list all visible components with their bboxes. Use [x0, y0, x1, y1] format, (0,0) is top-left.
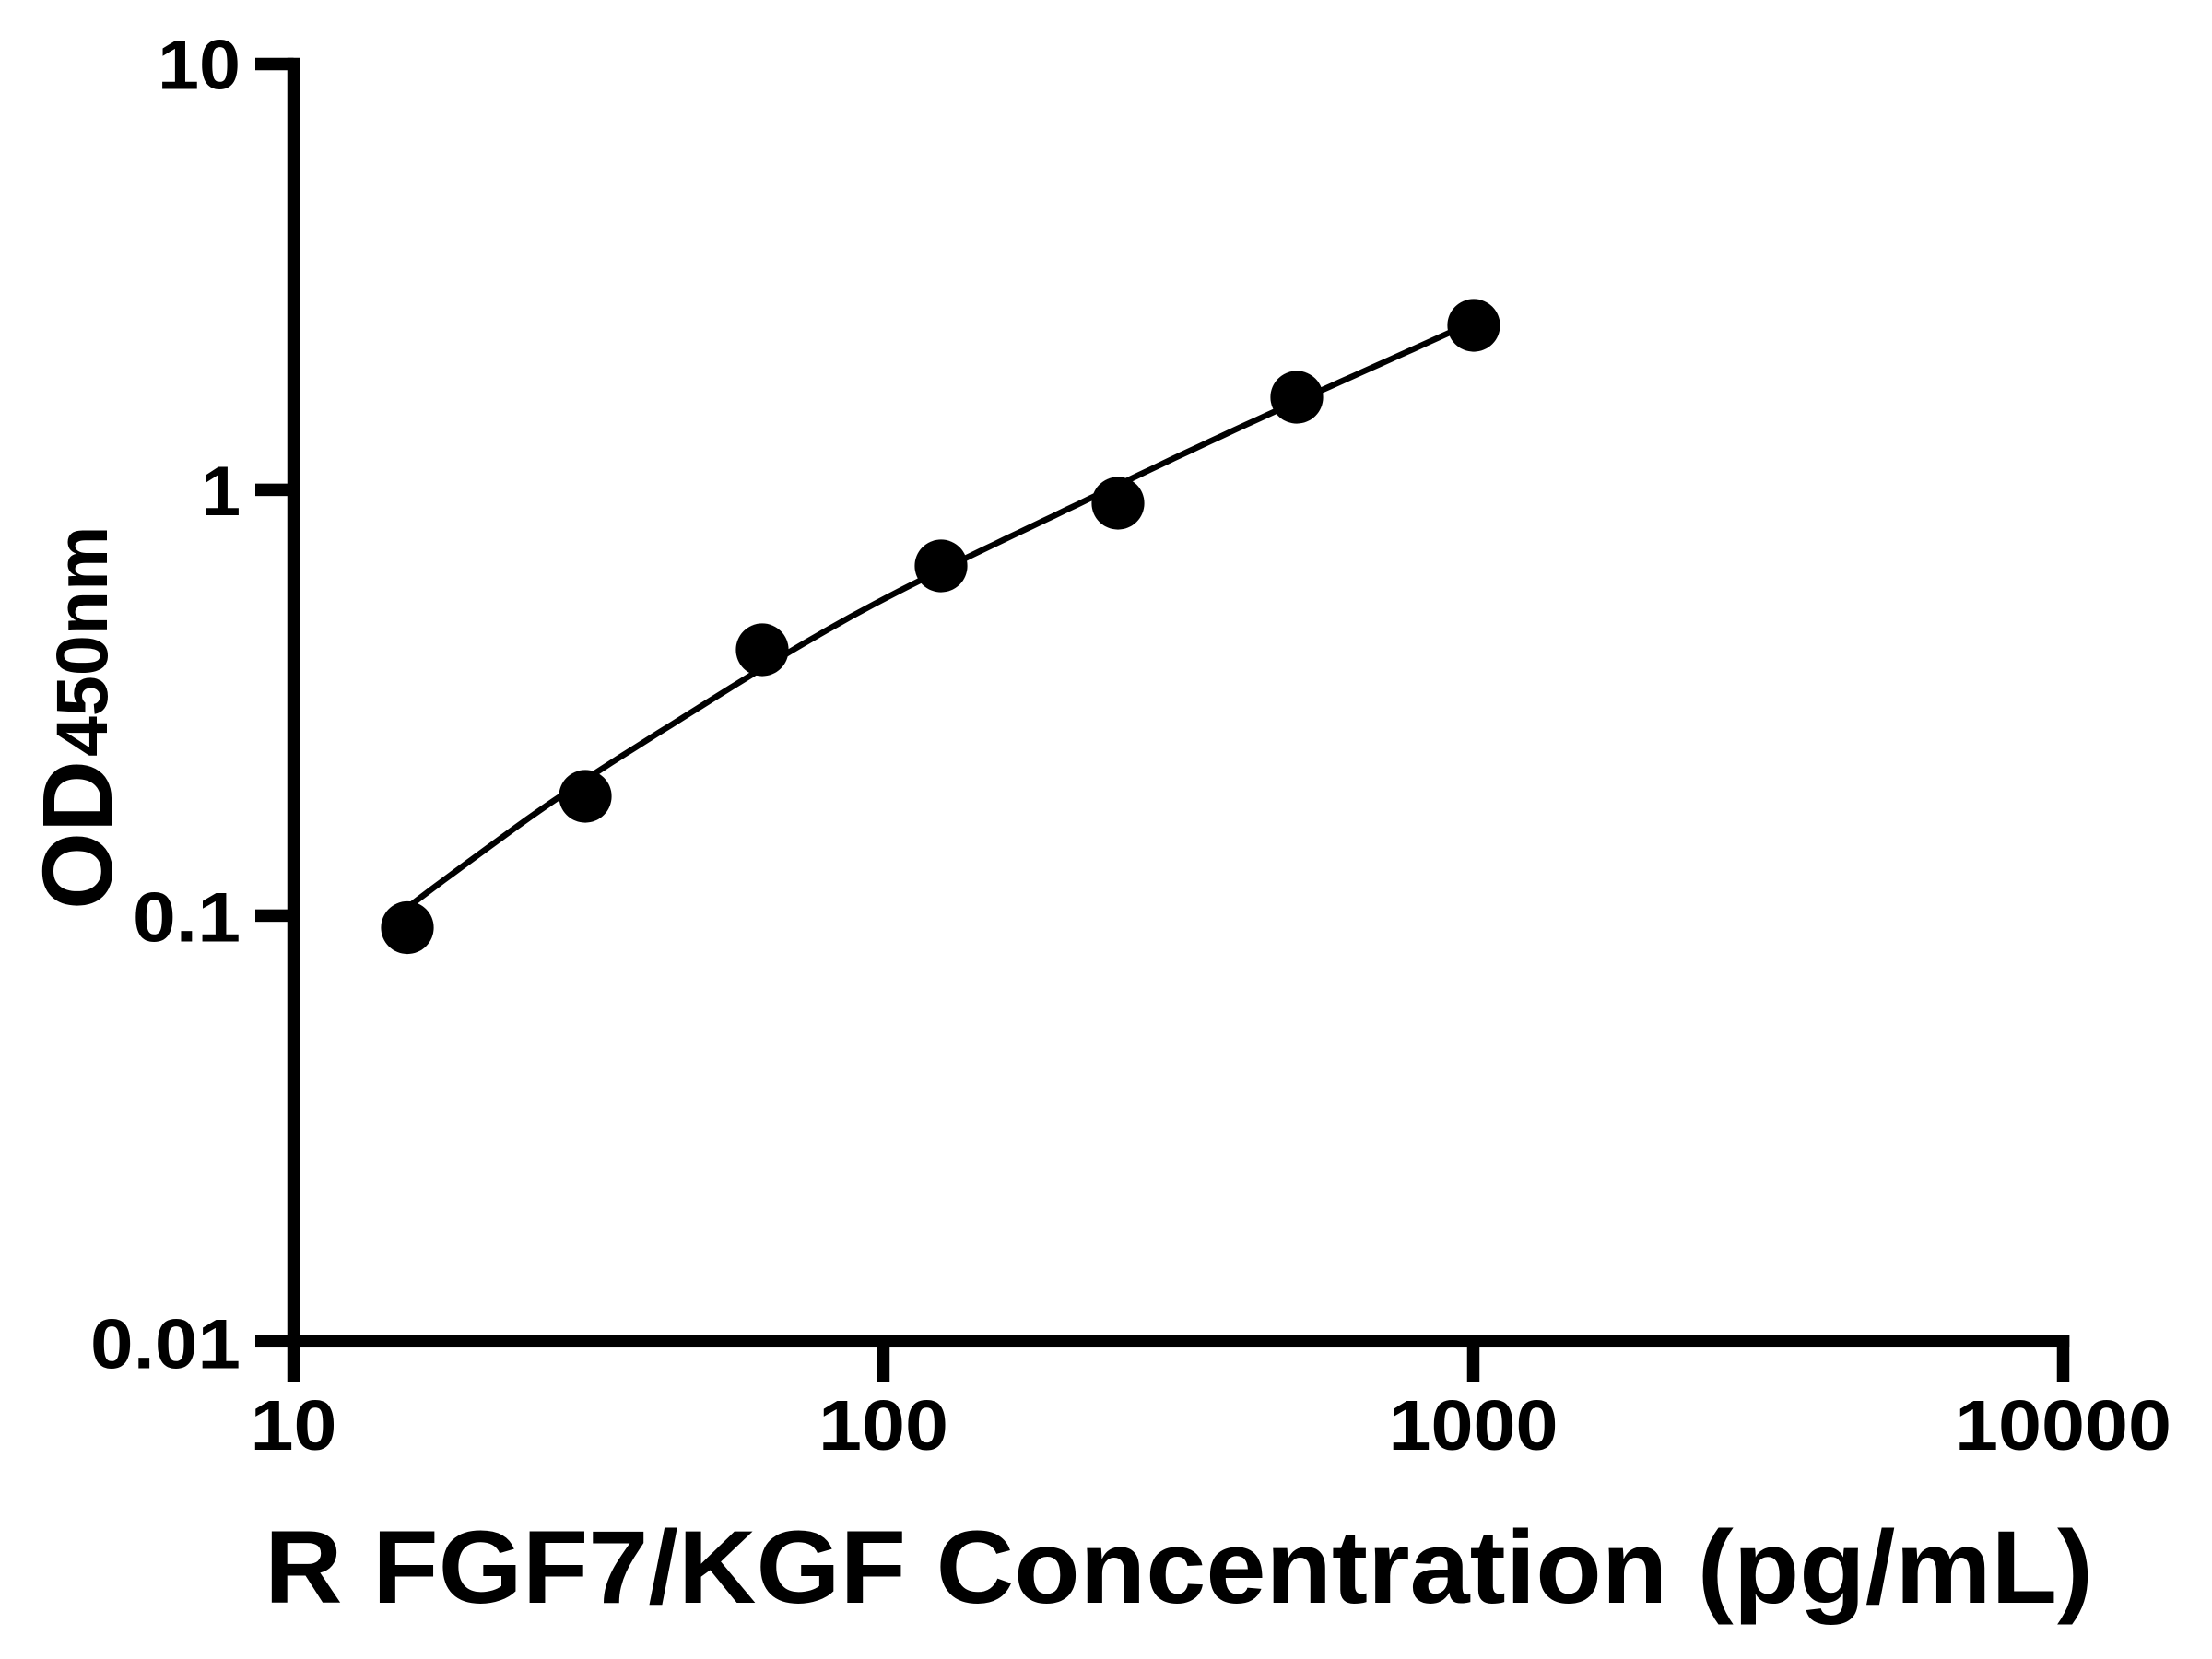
- svg-text:1: 1: [202, 453, 241, 531]
- svg-text:OD450nm: OD450nm: [21, 526, 133, 910]
- svg-text:1000: 1000: [1389, 1386, 1559, 1465]
- svg-text:10000: 10000: [1955, 1386, 2171, 1465]
- svg-text:10: 10: [251, 1386, 337, 1465]
- svg-text:R FGF7/KGF Concentration (pg/m: R FGF7/KGF Concentration (pg/mL): [265, 1510, 2093, 1625]
- svg-text:0.1: 0.1: [133, 879, 241, 958]
- svg-text:0.01: 0.01: [90, 1306, 241, 1384]
- svg-text:100: 100: [818, 1386, 948, 1465]
- svg-text:10: 10: [158, 27, 241, 105]
